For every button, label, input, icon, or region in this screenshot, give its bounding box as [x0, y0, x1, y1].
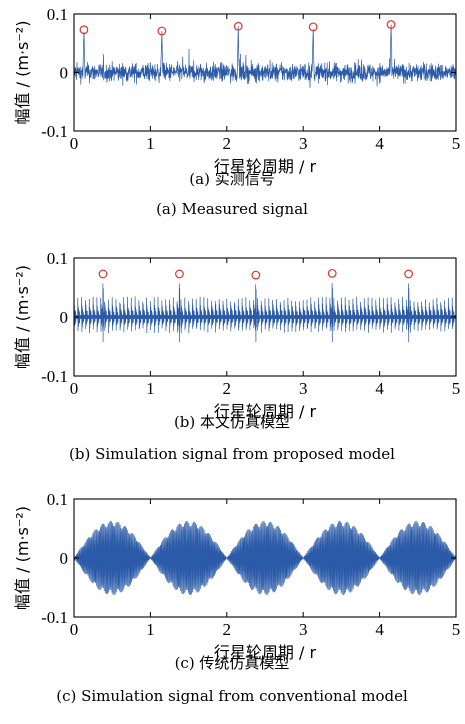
peak-marker-b-0 [98, 269, 108, 279]
signal-line-b [74, 282, 456, 343]
caption-cn-b: (b) 本文仿真模型 [174, 413, 290, 431]
y-tick-label-b-0: -0.1 [41, 367, 68, 386]
peak-marker-a-0 [79, 25, 89, 35]
y-axis-label-c: 幅值 / (m·s⁻²) [13, 506, 32, 610]
x-tick-label-b-0: 0 [70, 379, 79, 398]
x-tick-label-a-5: 5 [452, 134, 461, 153]
y-tick-label-c-0: -0.1 [41, 608, 68, 627]
peak-marker-a-3 [308, 22, 318, 32]
x-axis-label-b: 行星轮周期 / r [214, 402, 317, 421]
x-tick-label-c-4: 4 [375, 620, 384, 639]
y-tick-label-b-2: 0.1 [47, 249, 68, 268]
x-axis-label-c: 行星轮周期 / r [214, 643, 317, 662]
x-tick-label-c-1: 1 [146, 620, 155, 639]
peak-marker-a-1 [157, 26, 167, 36]
x-tick-label-b-5: 5 [452, 379, 461, 398]
chart-panel-a: 0 1 2 3 4 5-0.100.1幅值 / (m·s⁻²)行星轮周期 / r(a) 实… [13, 5, 460, 218]
caption-cn-c: (c) 传统仿真模型 [175, 654, 290, 672]
x-tick-label-a-0: 0 [70, 134, 79, 153]
caption-en-a: (a) Measured signal [156, 200, 308, 218]
x-tick-label-a-2: 2 [223, 134, 232, 153]
x-tick-label-c-0: 0 [70, 620, 79, 639]
y-tick-label-c-2: 0.1 [47, 490, 68, 509]
x-tick-label-c-3: 3 [299, 620, 308, 639]
caption-en-b: (b) Simulation signal from proposed mode… [69, 445, 395, 463]
chart-panel-b: 0 1 2 3 4 5-0.100.1幅值 / (m·s⁻²)行星轮周期 / r(b) 本… [13, 249, 460, 463]
x-tick-label-a-3: 3 [299, 134, 308, 153]
y-tick-label-c-1: 0 [60, 549, 69, 568]
peak-marker-a-2 [233, 21, 243, 31]
x-tick-label-a-1: 1 [146, 134, 155, 153]
peak-marker-b-3 [327, 268, 337, 278]
x-tick-label-b-3: 3 [299, 379, 308, 398]
signal-line-a [74, 24, 456, 89]
y-axis-label-a: 幅值 / (m·s⁻²) [13, 21, 32, 125]
x-tick-label-b-4: 4 [375, 379, 384, 398]
x-axis-label-a: 行星轮周期 / r [214, 157, 317, 176]
y-tick-label-a-1: 0 [60, 64, 69, 83]
chart-panel-c: 0 1 2 3 4 5-0.100.1幅值 / (m·s⁻²)行星轮周期 / r(c) 传… [13, 490, 460, 705]
x-tick-label-c-2: 2 [223, 620, 232, 639]
y-tick-label-b-1: 0 [60, 308, 69, 327]
x-tick-label-a-4: 4 [375, 134, 384, 153]
y-tick-label-a-0: -0.1 [41, 122, 68, 141]
peak-marker-b-2 [251, 270, 261, 280]
peak-marker-b-4 [404, 269, 414, 279]
caption-cn-a: (a) 实测信号 [189, 170, 274, 188]
x-tick-label-c-5: 5 [452, 620, 461, 639]
y-tick-label-a-2: 0.1 [47, 5, 68, 24]
caption-en-c: (c) Simulation signal from conventional … [56, 687, 408, 705]
signal-line-c [74, 520, 456, 596]
peak-marker-b-1 [175, 269, 184, 279]
x-tick-label-b-2: 2 [223, 379, 232, 398]
x-tick-label-b-1: 1 [146, 379, 155, 398]
peak-marker-a-4 [386, 20, 396, 29]
y-axis-label-b: 幅值 / (m·s⁻²) [13, 265, 32, 369]
